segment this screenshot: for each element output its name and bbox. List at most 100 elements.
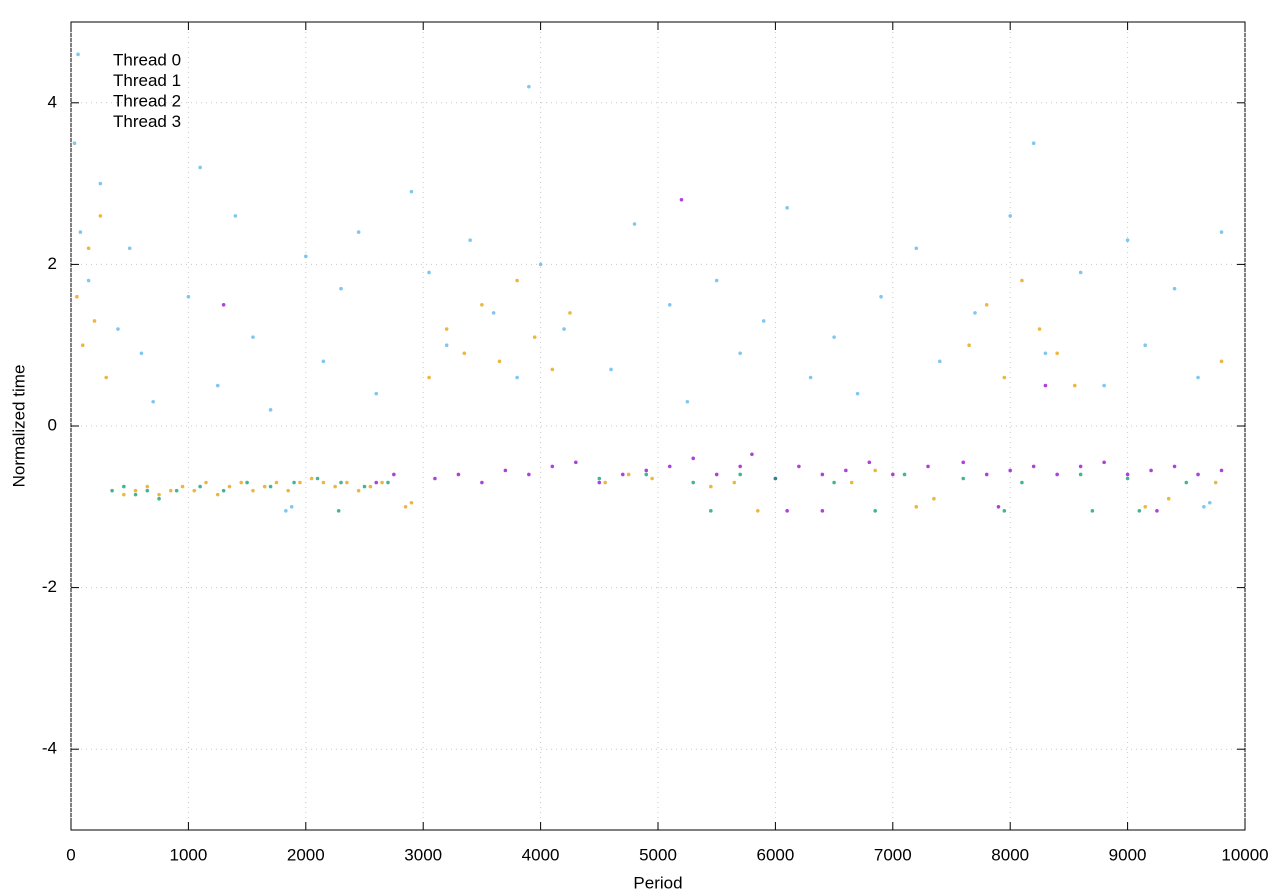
- point: [914, 505, 919, 509]
- point: [321, 480, 326, 485]
- point: [1002, 509, 1007, 513]
- point: [110, 488, 114, 493]
- point: [750, 452, 754, 457]
- point: [215, 492, 220, 497]
- point: [667, 464, 672, 469]
- point: [785, 509, 789, 513]
- point: [620, 472, 625, 477]
- point: [86, 278, 91, 283]
- point: [1219, 230, 1224, 234]
- point: [1020, 278, 1024, 283]
- point: [550, 464, 555, 469]
- point: [274, 480, 279, 485]
- point: [738, 351, 742, 356]
- point: [104, 375, 109, 380]
- point: [227, 484, 232, 489]
- point: [427, 270, 431, 275]
- point: [1213, 480, 1218, 485]
- point: [1143, 505, 1148, 509]
- point: [1155, 509, 1159, 513]
- y-tick-label: 4: [48, 92, 57, 111]
- point: [914, 246, 919, 251]
- point: [286, 488, 290, 493]
- point: [116, 327, 120, 331]
- y-tick-label: -4: [42, 739, 57, 758]
- point: [268, 484, 273, 489]
- point: [268, 408, 273, 412]
- point: [233, 214, 238, 218]
- point: [562, 327, 566, 331]
- point: [168, 488, 173, 493]
- y-tick-label: 2: [48, 254, 57, 273]
- point: [221, 488, 226, 493]
- point: [198, 484, 202, 489]
- x-tick-label: 2000: [287, 845, 325, 864]
- point: [1043, 351, 1048, 356]
- point: [1031, 464, 1036, 469]
- point: [714, 278, 719, 283]
- point: [309, 476, 314, 481]
- legend-label: Thread 1: [113, 71, 181, 90]
- point: [292, 480, 296, 485]
- point: [333, 484, 337, 489]
- x-tick-label: 6000: [756, 845, 794, 864]
- point: [1090, 509, 1095, 513]
- point: [468, 238, 472, 242]
- point: [1055, 472, 1059, 477]
- point: [1102, 383, 1106, 388]
- point: [386, 480, 390, 485]
- point: [304, 254, 308, 259]
- point: [873, 509, 877, 513]
- point: [1143, 343, 1148, 348]
- point: [1008, 214, 1012, 218]
- point: [820, 472, 825, 477]
- point: [844, 468, 848, 473]
- point: [284, 509, 288, 513]
- point: [832, 335, 836, 339]
- point: [251, 335, 255, 339]
- point: [433, 476, 437, 481]
- point: [1219, 359, 1224, 364]
- point: [139, 351, 144, 356]
- point: [456, 472, 461, 477]
- legend-label: Thread 0: [113, 50, 181, 69]
- point: [127, 246, 132, 251]
- point: [403, 505, 408, 509]
- point: [339, 286, 343, 291]
- point: [444, 327, 449, 331]
- point: [345, 480, 349, 485]
- point: [926, 464, 930, 469]
- point: [1102, 460, 1106, 465]
- point: [1125, 476, 1130, 481]
- point: [820, 509, 825, 513]
- x-tick-label: 10000: [1221, 845, 1268, 864]
- point: [1166, 496, 1171, 501]
- point: [755, 509, 760, 513]
- point: [80, 343, 85, 348]
- point: [174, 488, 179, 493]
- point: [961, 460, 966, 465]
- point: [1002, 375, 1007, 380]
- point: [879, 294, 883, 299]
- y-tick-label: -2: [42, 577, 57, 596]
- x-tick-label: 3000: [404, 845, 442, 864]
- point: [221, 303, 226, 307]
- point: [1219, 468, 1224, 473]
- point: [409, 500, 414, 505]
- point: [98, 214, 103, 218]
- point: [122, 484, 126, 489]
- point: [867, 460, 872, 465]
- point: [497, 359, 502, 364]
- point: [603, 480, 607, 485]
- point: [215, 383, 220, 388]
- point: [597, 480, 602, 485]
- point: [644, 472, 649, 477]
- point: [1196, 472, 1200, 477]
- point: [1137, 509, 1142, 513]
- y-tick-label: 0: [48, 415, 57, 434]
- point: [650, 476, 654, 481]
- point: [550, 367, 555, 372]
- point: [98, 181, 103, 186]
- point: [180, 484, 185, 489]
